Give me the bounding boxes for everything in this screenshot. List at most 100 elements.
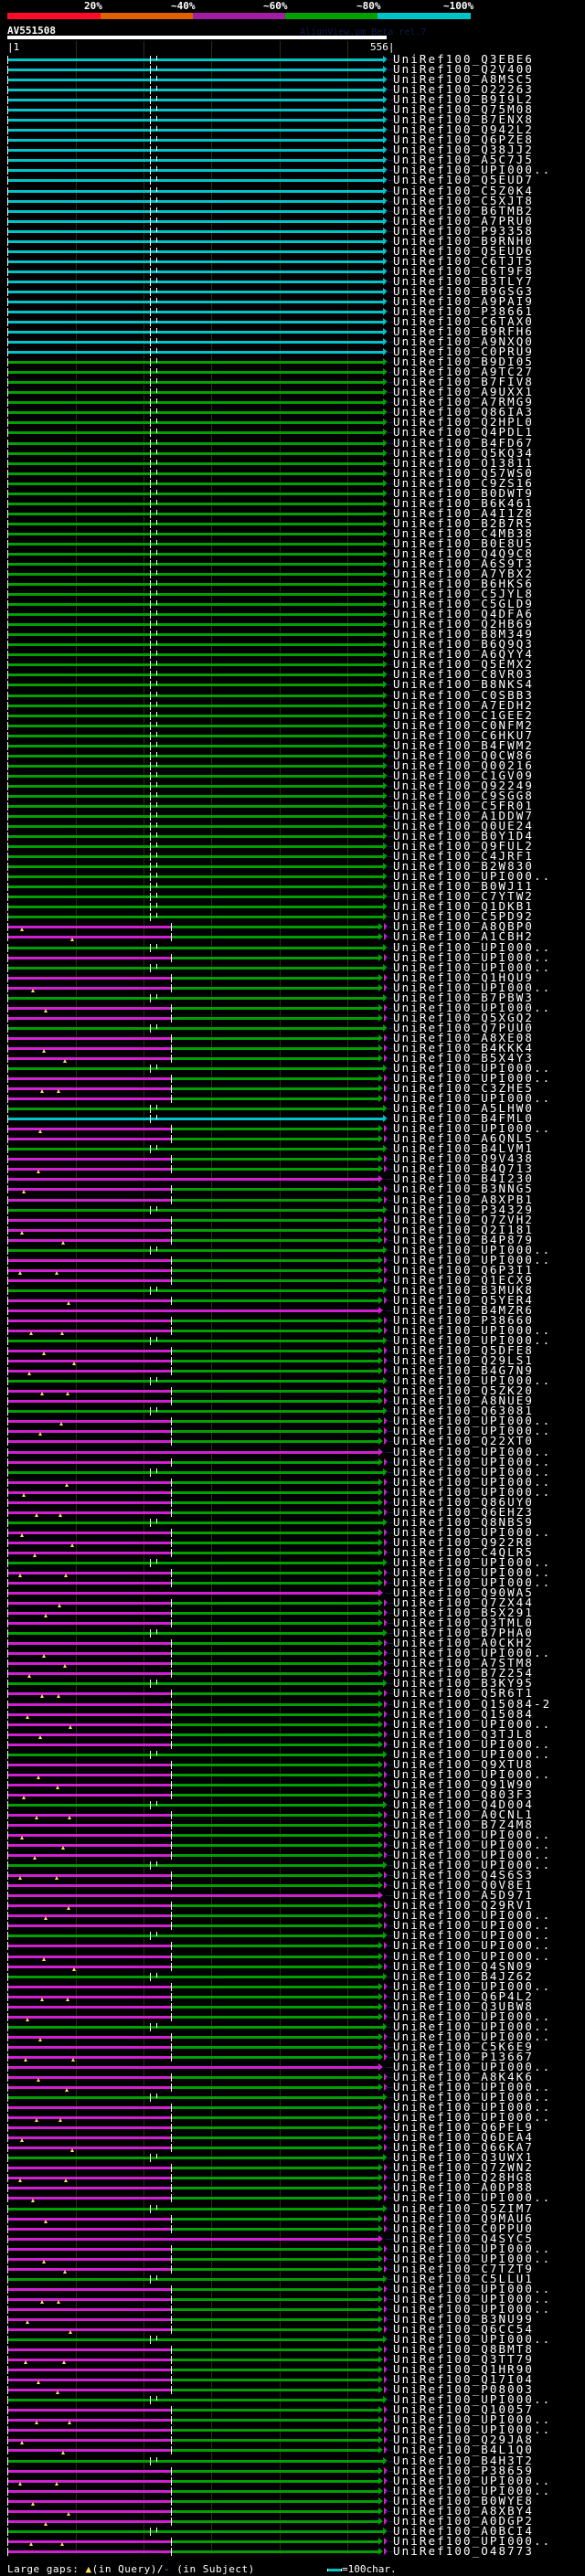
alignment-row[interactable]: UniRef100_UPI000.. bbox=[0, 1748, 585, 1760]
hit-label[interactable]: UniRef100_Q6EHZ3 bbox=[393, 1504, 535, 1519]
hit-label[interactable]: UniRef100_Q4D004 bbox=[393, 1797, 535, 1811]
hit-label[interactable]: UniRef100_Q75M08 bbox=[393, 102, 535, 117]
alignment-row[interactable]: UniRef100_B9I9L2 bbox=[0, 93, 585, 105]
hit-label[interactable]: UniRef100_UPI000.. bbox=[393, 1928, 552, 1943]
hit-label[interactable]: UniRef100_Q2HB69 bbox=[393, 617, 535, 631]
alignment-row[interactable]: UniRef100_UPI000.. bbox=[0, 1002, 585, 1013]
hit-label[interactable]: UniRef100_Q942L2 bbox=[393, 122, 535, 137]
hit-label[interactable]: UniRef100_B2W830 bbox=[393, 859, 535, 874]
hit-label[interactable]: UniRef100_A8K4K6 bbox=[393, 2070, 535, 2083]
alignment-row[interactable]: UniRef100_C7TZT9 bbox=[0, 2263, 585, 2274]
hit-label[interactable]: UniRef100_A7EDH2 bbox=[393, 697, 535, 712]
alignment-row[interactable]: UniRef100_UPI000.. bbox=[0, 1566, 585, 1578]
hit-label[interactable]: UniRef100_C4JRF1 bbox=[393, 849, 535, 864]
alignment-row[interactable]: UniRef100_UPI000.. bbox=[0, 2101, 585, 2113]
alignment-row[interactable]: UniRef100_Q66KA7 bbox=[0, 2141, 585, 2153]
alignment-row[interactable]: UniRef100_Q7PUU0 bbox=[0, 1020, 585, 1034]
hit-label[interactable]: UniRef100_C5FR01 bbox=[393, 798, 535, 812]
hit-label[interactable]: UniRef100_C5Z0K4 bbox=[393, 183, 535, 197]
hit-label[interactable]: UniRef100_UPI000.. bbox=[393, 2483, 552, 2497]
hit-label[interactable]: UniRef100_C4QLR5 bbox=[393, 1544, 535, 1559]
hit-label[interactable]: UniRef100_A8NUE9 bbox=[393, 1394, 535, 1408]
alignment-row[interactable]: UniRef100_Q1ECX9 bbox=[0, 1274, 585, 1286]
alignment-row[interactable]: UniRef100_UPI000.. bbox=[0, 1980, 585, 1992]
alignment-row[interactable]: UniRef100_Q5ZIM7 bbox=[0, 2202, 585, 2214]
alignment-row[interactable]: UniRef100_Q0UE24 bbox=[0, 820, 585, 832]
alignment-row[interactable]: UniRef100_A1DDW7 bbox=[0, 810, 585, 822]
alignment-row[interactable]: UniRef100_A6QYY4 bbox=[0, 648, 585, 660]
hit-label[interactable]: UniRef100_Q1DKB1 bbox=[393, 899, 535, 914]
hit-label[interactable]: UniRef100_P13667 bbox=[393, 2049, 535, 2063]
hit-label[interactable]: UniRef100_B9RFH6 bbox=[393, 324, 535, 339]
alignment-row[interactable]: UniRef100_Q63081 bbox=[0, 1405, 585, 1416]
alignment-row[interactable]: UniRef100_A7EDH2 bbox=[0, 697, 585, 712]
hit-label[interactable]: UniRef100_UPI000.. bbox=[393, 939, 552, 954]
hit-label[interactable]: UniRef100_UPI000.. bbox=[393, 1524, 552, 1539]
alignment-row[interactable]: UniRef100_C1GEE2 bbox=[0, 707, 585, 722]
hit-label[interactable]: UniRef100_UPI000.. bbox=[393, 163, 552, 177]
alignment-row[interactable]: UniRef100_P38659 bbox=[0, 2465, 585, 2476]
alignment-row[interactable]: UniRef100_Q92249 bbox=[0, 779, 585, 791]
hit-label[interactable]: UniRef100_Q9XTU8 bbox=[393, 1756, 535, 1771]
hit-label[interactable]: UniRef100_UPI000.. bbox=[393, 1828, 552, 1842]
hit-label[interactable]: UniRef100_UPI000.. bbox=[393, 2291, 552, 2306]
alignment-row[interactable]: UniRef100_A9UXX1 bbox=[0, 386, 585, 398]
hit-label[interactable]: UniRef100_Q57WS0 bbox=[393, 465, 535, 480]
hit-label[interactable]: UniRef100_UPI000.. bbox=[393, 2241, 552, 2255]
hit-label[interactable]: UniRef100_UPI000.. bbox=[393, 1464, 552, 1479]
hit-label[interactable]: UniRef100_B6K461 bbox=[393, 495, 535, 510]
hit-label[interactable]: UniRef100_Q7PUU0 bbox=[393, 1020, 535, 1034]
hit-label[interactable]: UniRef100_B7FIV8 bbox=[393, 375, 535, 389]
alignment-row[interactable]: UniRef100_B7Z254 bbox=[0, 1667, 585, 1679]
hit-label[interactable]: UniRef100_UPI000.. bbox=[393, 1948, 552, 1963]
alignment-row[interactable]: UniRef100_UPI000.. bbox=[0, 939, 585, 954]
alignment-row[interactable]: UniRef100_UPI000.. bbox=[0, 1524, 585, 1539]
alignment-row[interactable]: UniRef100_Q5R6T1 bbox=[0, 1687, 585, 1699]
alignment-row[interactable]: UniRef100_UPI000.. bbox=[0, 1768, 585, 1780]
hit-label[interactable]: UniRef100_B4FD67 bbox=[393, 435, 535, 450]
alignment-row[interactable]: UniRef100_UPI000.. bbox=[0, 1556, 585, 1568]
hit-label[interactable]: UniRef100_A1CBH2 bbox=[393, 929, 535, 944]
alignment-row[interactable]: UniRef100_Q9MAU6 bbox=[0, 2212, 585, 2224]
alignment-row[interactable]: UniRef100_B6K461 bbox=[0, 495, 585, 510]
hit-label[interactable]: UniRef100_C5PD92 bbox=[393, 909, 535, 924]
alignment-row[interactable]: UniRef100_B4JZ62 bbox=[0, 1970, 585, 1982]
alignment-row[interactable]: UniRef100_Q6CC54 bbox=[0, 2323, 585, 2335]
hit-label[interactable]: UniRef100_UPI000.. bbox=[393, 1848, 552, 1862]
alignment-row[interactable]: UniRef100_A7YBX2 bbox=[0, 567, 585, 579]
alignment-row[interactable]: UniRef100_UPI000.. bbox=[0, 1122, 585, 1134]
alignment-row[interactable]: UniRef100_Q6EHZ3 bbox=[0, 1504, 585, 1519]
hit-label[interactable]: UniRef100_C1GEE2 bbox=[393, 707, 535, 722]
hit-label[interactable]: UniRef100_C5XJT8 bbox=[393, 193, 535, 207]
alignment-row[interactable]: UniRef100_B7Z4M8 bbox=[0, 1818, 585, 1830]
hit-label[interactable]: UniRef100_Q29LS1 bbox=[393, 1353, 535, 1368]
alignment-row[interactable]: UniRef100_C4QLR5 bbox=[0, 1544, 585, 1559]
hit-label[interactable]: UniRef100_B0WYE8 bbox=[393, 2493, 535, 2507]
hit-label[interactable]: UniRef100_C5K6E9 bbox=[393, 2039, 535, 2053]
alignment-row[interactable]: UniRef100_C8VR03 bbox=[0, 668, 585, 680]
alignment-row[interactable]: UniRef100_B3NU99 bbox=[0, 2313, 585, 2325]
hit-label[interactable]: UniRef100_A5C7J5 bbox=[393, 153, 535, 167]
hit-label[interactable]: UniRef100_A8XE08 bbox=[393, 1030, 535, 1044]
hit-label[interactable]: UniRef100_B9GSG3 bbox=[393, 283, 535, 298]
alignment-row[interactable]: UniRef100_UPI000.. bbox=[0, 1928, 585, 1943]
alignment-row[interactable]: UniRef100_A9PAI9 bbox=[0, 295, 585, 307]
hit-label[interactable]: UniRef100_UPI000.. bbox=[393, 2473, 552, 2487]
hit-label[interactable]: UniRef100_A8MSC5 bbox=[393, 72, 535, 87]
alignment-row[interactable]: UniRef100_B3NNG5 bbox=[0, 1182, 585, 1194]
hit-label[interactable]: UniRef100_UPI000.. bbox=[393, 1444, 552, 1458]
alignment-row[interactable]: UniRef100_UPI000.. bbox=[0, 1576, 585, 1588]
alignment-row[interactable]: UniRef100_UPI000.. bbox=[0, 1859, 585, 1871]
hit-label[interactable]: UniRef100_C1GV09 bbox=[393, 768, 535, 782]
alignment-row[interactable]: UniRef100_Q7ZVH2 bbox=[0, 1214, 585, 1225]
hit-label[interactable]: UniRef100_Q6PZE8 bbox=[393, 133, 535, 147]
hit-label[interactable]: UniRef100_Q6P4L2 bbox=[393, 1988, 535, 2003]
hit-label[interactable]: UniRef100_B4H3T2 bbox=[393, 2453, 535, 2467]
alignment-row[interactable]: UniRef100_B6Q9Q3 bbox=[0, 638, 585, 650]
hit-label[interactable]: UniRef100_C9ZS16 bbox=[393, 475, 535, 490]
alignment-row[interactable]: UniRef100_C6TAX0 bbox=[0, 315, 585, 327]
alignment-row[interactable]: UniRef100_UPI000.. bbox=[0, 1647, 585, 1659]
hit-label[interactable]: UniRef100_B4I230 bbox=[393, 1171, 535, 1186]
alignment-row[interactable]: UniRef100_Q7ZX44 bbox=[0, 1596, 585, 1608]
alignment-row[interactable]: UniRef100_Q10057 bbox=[0, 2403, 585, 2415]
